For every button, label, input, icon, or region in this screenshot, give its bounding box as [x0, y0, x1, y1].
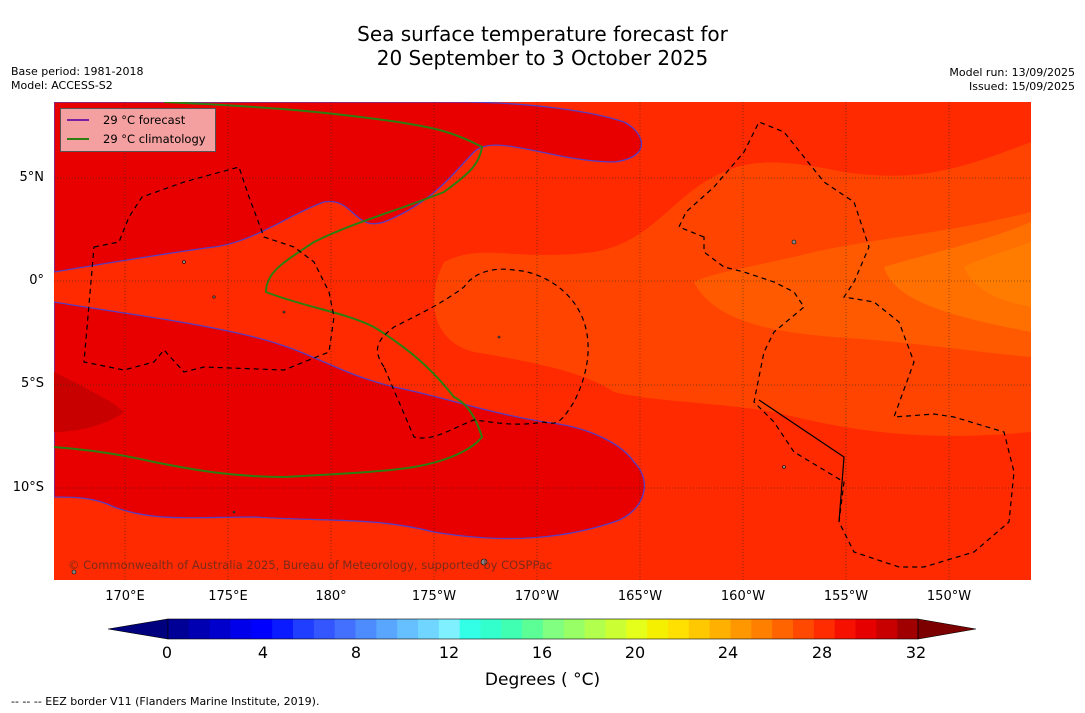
warm-pool-south — [54, 301, 645, 540]
colorbar-tick: 24 — [717, 643, 739, 662]
copyright-text: © Commonwealth of Australia 2025, Bureau… — [68, 558, 552, 572]
sst-band-31 — [54, 372, 124, 432]
legend-climatology-swatch — [67, 138, 89, 140]
lon-label: 150°W — [926, 589, 972, 604]
colorbar-swatch — [751, 619, 773, 639]
colorbar-tick: 0 — [161, 643, 173, 662]
sst-band-26 — [884, 222, 1031, 332]
lat-label: 10°S — [12, 480, 44, 495]
title-line-1: Sea surface temperature forecast for — [357, 22, 728, 46]
colorbar-tick: 32 — [905, 643, 927, 662]
colorbar-swatch — [626, 619, 648, 639]
eez-note: -- -- -- EEZ border V11 (Flanders Marine… — [11, 695, 320, 708]
colorbar-swatch — [709, 619, 731, 639]
colorbar-swatch — [876, 619, 898, 639]
colorbar-swatch — [188, 619, 211, 639]
colorbar-swatch — [313, 619, 336, 639]
colorbar-swatch — [397, 619, 419, 639]
colorbar-swatch — [647, 619, 669, 639]
colorbar-swatch — [605, 619, 627, 639]
colorbar-swatch — [668, 619, 690, 639]
colorbar-swatch — [355, 619, 377, 639]
colorbar-border — [167, 618, 919, 640]
colorbar-swatch — [459, 619, 481, 639]
colorbar-tick: 4 — [257, 643, 269, 662]
title-line-2: 20 September to 3 October 2025 — [376, 46, 709, 70]
legend-forecast-swatch — [67, 119, 89, 121]
colorbar-swatch — [563, 619, 586, 639]
colorbar-min-arrow — [108, 618, 169, 640]
colorbar-swatch — [772, 619, 794, 639]
sst-map: © Commonwealth of Australia 2025, Bureau… — [54, 102, 1031, 580]
base-period: Base period: 1981-2018 — [11, 65, 144, 78]
lon-label: 180° — [315, 589, 347, 604]
model-run: Model run: 13/09/2025 — [949, 66, 1075, 79]
colorbar-swatch — [251, 619, 273, 639]
colorbar-swatch — [834, 619, 856, 639]
legend-climatology: 29 °C climatology — [67, 131, 206, 147]
legend-climatology-label: 29 °C climatology — [103, 132, 206, 146]
colorbar-tick: 16 — [531, 643, 553, 662]
meta-left: Base period: 1981-2018 Model: ACCESS-S2 — [11, 65, 143, 93]
colorbar-tick: 12 — [438, 643, 460, 662]
lon-label: 165°W — [617, 589, 663, 604]
lon-label: 170°W — [514, 589, 560, 604]
colorbar-swatch — [168, 619, 190, 639]
kiribati-border — [758, 399, 845, 523]
map-legend: 29 °C forecast 29 °C climatology — [60, 108, 216, 152]
colorbar-swatch — [418, 619, 440, 639]
colorbar-swatch — [501, 619, 523, 639]
model-name: Model: ACCESS-S2 — [11, 79, 113, 92]
islands — [71, 239, 797, 575]
climatology-29c-line — [54, 102, 484, 479]
colorbar-swatch — [522, 619, 544, 639]
colorbar-tick: 8 — [350, 643, 362, 662]
colorbar-swatch — [272, 619, 294, 639]
lat-label: 0° — [29, 273, 44, 288]
lon-label: 175°W — [411, 589, 457, 604]
sst-band-27b — [694, 212, 1031, 357]
lat-label: 5°N — [19, 170, 45, 185]
colorbar-swatch — [584, 619, 606, 639]
colorbar-label: Degrees ( °C) — [484, 670, 601, 690]
lon-label: 160°W — [720, 589, 766, 604]
colorbar-swatch — [293, 619, 315, 639]
colorbar-swatch — [855, 619, 877, 639]
lon-label: 175°E — [208, 589, 248, 604]
graticule — [54, 102, 1031, 580]
map-title: Sea surface temperature forecast for 20 … — [0, 22, 1085, 70]
eez-borders — [83, 121, 1015, 568]
colorbar-tick: 28 — [811, 643, 833, 662]
colorbar-swatch — [209, 619, 231, 639]
lon-label: 155°W — [823, 589, 869, 604]
colorbar-max-arrow — [917, 618, 977, 640]
colorbar-swatch — [688, 619, 711, 639]
colorbar-swatch — [438, 619, 461, 639]
colorbar-swatch — [543, 619, 565, 639]
colorbar-swatch — [813, 619, 836, 639]
colorbar-swatch — [793, 619, 815, 639]
lon-label: 170°E — [105, 589, 145, 604]
colorbar-swatch — [480, 619, 502, 639]
meta-right: Model run: 13/09/2025 Issued: 15/09/2025 — [949, 66, 1075, 94]
issued-date: Issued: 15/09/2025 — [968, 80, 1075, 93]
sst-band-25 — [964, 242, 1031, 307]
lat-label: 5°S — [20, 376, 44, 391]
legend-forecast: 29 °C forecast — [67, 112, 185, 128]
colorbar-swatch — [334, 619, 356, 639]
colorbar — [108, 618, 977, 640]
colorbar-tick: 20 — [624, 643, 646, 662]
colorbar-swatch — [376, 619, 398, 639]
colorbar-swatch — [730, 619, 752, 639]
colorbar-swatch — [897, 619, 919, 639]
colorbar-swatch — [230, 619, 252, 639]
legend-forecast-label: 29 °C forecast — [103, 113, 186, 127]
